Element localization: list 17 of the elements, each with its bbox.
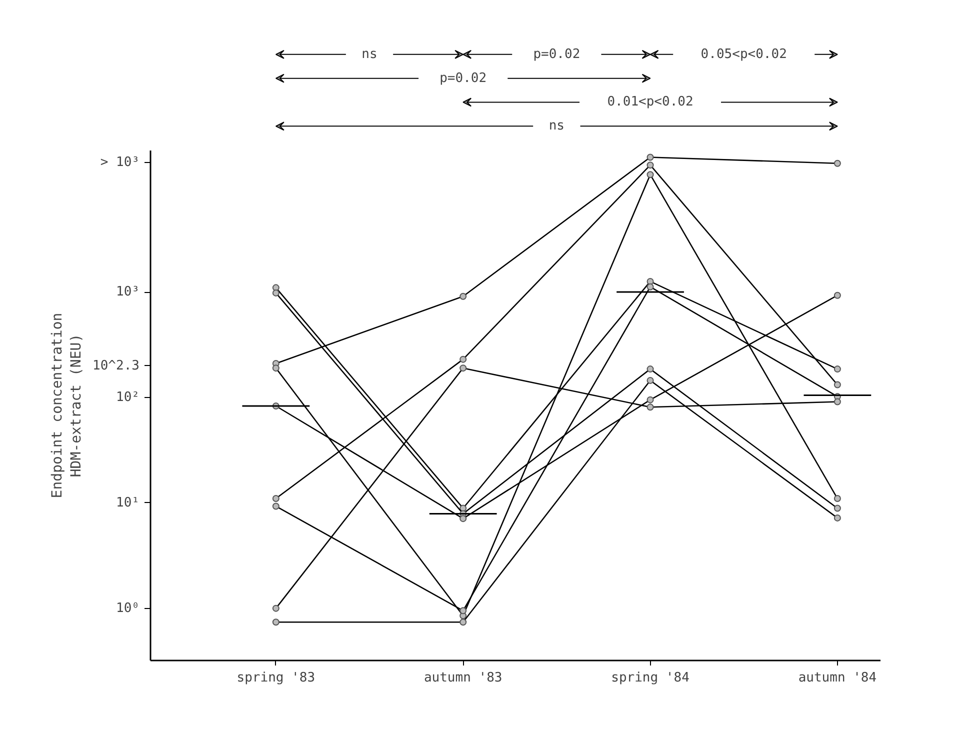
text: 0.01<p<0.02 (607, 94, 694, 110)
text: p=0.02 (440, 70, 487, 86)
text: 0.05<p<0.02 (700, 46, 787, 62)
y-tick-label: 10^2.3 (92, 358, 140, 374)
y-tick-label: 10³ (116, 284, 140, 300)
y-axis-title: Endpoint concentration HDM-extract (NEU) (49, 312, 85, 498)
y-tick-label: 10⁰ (116, 600, 140, 616)
y-tick-label: 10¹ (116, 495, 140, 510)
x-tick-label: autumn '84 (798, 670, 877, 686)
y-tick-label: > 10³ (100, 154, 140, 170)
x-tick-label: spring '83 (236, 670, 316, 686)
x-tick-label: spring '84 (611, 670, 690, 686)
text: ns (362, 46, 378, 62)
y-tick-label: 10² (116, 390, 140, 405)
text: ns (548, 118, 565, 134)
x-tick-label: autumn '83 (424, 670, 502, 686)
text: p=0.02 (533, 46, 580, 62)
